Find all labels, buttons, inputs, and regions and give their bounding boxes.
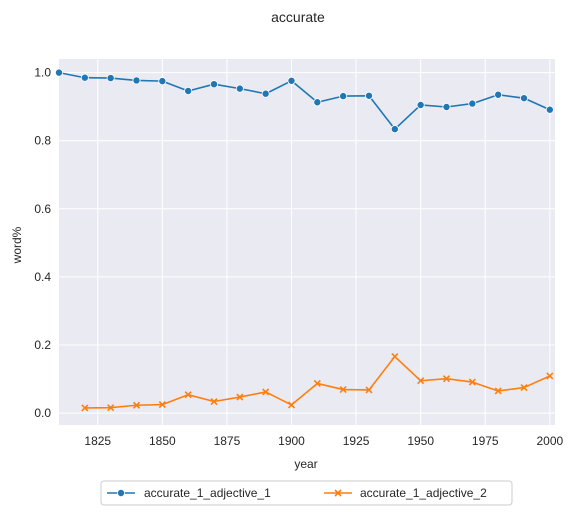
data-point [184,87,193,96]
plot-area [59,59,555,425]
data-point [209,80,218,89]
data-point [417,377,425,385]
x-tick-label: 1975 [472,434,499,448]
series-line [58,71,551,130]
series-layer [55,68,554,412]
legend-item-1: accurate_1_adjective_1 [107,486,271,500]
data-point [106,74,115,83]
series-2 [81,353,554,412]
series-1 [55,68,554,134]
x-tick-label: 1825 [84,434,111,448]
data-point [390,125,399,134]
data-point [158,77,167,86]
y-tick-label: 1.0 [34,66,51,80]
legend-label: accurate_1_adjective_2 [360,486,487,500]
data-point [132,401,141,409]
x-axis: 1825 1850 1875 1900 1925 1950 1975 2000 [84,434,563,448]
data-point [494,387,502,395]
data-point [442,375,451,383]
x-tick-label: 1950 [407,434,434,448]
legend-item-2: accurate_1_adjective_2 [324,486,487,500]
data-point [365,386,373,394]
y-tick-label: 0.6 [34,202,51,216]
x-tick-label: 1925 [343,434,370,448]
legend-frame [100,480,513,506]
x-tick-label: 1850 [149,434,176,448]
data-point [468,99,477,108]
y-tick-label: 0.2 [34,338,51,352]
data-point [339,386,347,394]
data-point [158,401,166,409]
data-point [55,68,64,77]
data-point [546,372,554,380]
x-tick-label: 2000 [536,434,563,448]
data-point [107,404,115,412]
data-point [391,353,399,361]
data-point [364,91,373,100]
y-tick-label: 0.0 [34,406,51,420]
data-point [236,393,244,401]
data-point [313,98,322,107]
x-axis-label: year [294,457,317,471]
grid-lines [59,59,555,425]
data-point [468,378,476,386]
data-point [261,89,270,98]
y-axis: 0.0 0.2 0.4 0.6 0.8 1.0 [34,66,51,420]
legend: accurate_1_adjective_1 accurate_1_adjecti… [100,480,513,506]
data-point [520,383,528,392]
data-point [339,92,348,101]
y-axis-label: word% [10,226,24,264]
chart-title: accurate [271,9,325,25]
data-point [132,76,141,85]
data-point [494,90,503,99]
data-point [520,94,529,103]
legend-label: accurate_1_adjective_1 [144,486,271,500]
data-point [81,404,89,412]
data-point [184,391,192,399]
data-point [287,401,296,409]
data-point [416,100,425,109]
y-tick-label: 0.8 [34,134,51,148]
legend-marker [334,489,342,497]
data-point [287,76,296,85]
data-point [313,379,321,388]
legend-marker [117,488,126,497]
data-point [235,84,244,93]
x-tick-label: 1900 [278,434,305,448]
x-tick-label: 1875 [214,434,241,448]
data-point [442,103,451,112]
data-point [262,388,270,396]
y-tick-label: 0.4 [34,270,51,284]
data-point [545,105,554,114]
plot-background [59,59,555,425]
data-point [80,73,89,82]
data-point [210,397,218,406]
